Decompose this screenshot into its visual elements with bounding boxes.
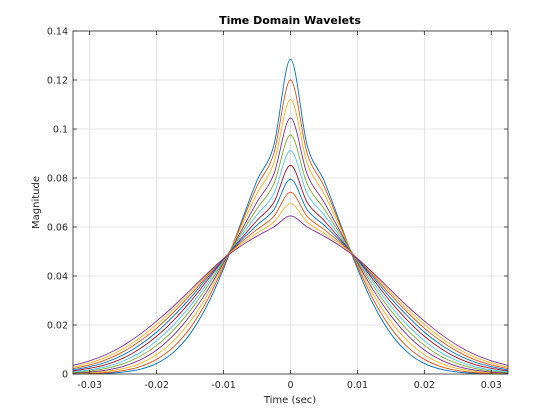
series-line-2 bbox=[72, 79, 509, 375]
series-line-11 bbox=[72, 215, 509, 366]
series-line-10 bbox=[72, 203, 509, 368]
y-tick-label: 0.14 bbox=[47, 27, 68, 38]
series-line-6 bbox=[72, 150, 509, 373]
x-axis-label: Time (sec) bbox=[263, 395, 316, 406]
series-line-7 bbox=[72, 164, 509, 372]
series-line-9 bbox=[72, 191, 509, 370]
y-axis-label: Magnitude bbox=[31, 176, 42, 229]
series-line-5 bbox=[72, 134, 509, 373]
y-tick-label: 0.04 bbox=[47, 272, 68, 283]
x-tick-label: -0.01 bbox=[211, 380, 236, 391]
y-tick-label: 0.02 bbox=[47, 321, 68, 332]
ticks: -0.03 -0.02 -0.01 0 0.01 0.02 0.03 0 0.02 0.04 0.0… bbox=[47, 27, 508, 391]
x-tick-label: 0.03 bbox=[481, 380, 502, 391]
x-tick-label: 0.01 bbox=[347, 380, 368, 391]
series-line-1 bbox=[72, 58, 509, 375]
y-tick-label: 0.06 bbox=[47, 223, 68, 234]
y-tick-label: 0.1 bbox=[53, 125, 68, 136]
x-tick-label: -0.02 bbox=[144, 380, 169, 391]
chart-title: Time Domain Wavelets bbox=[219, 14, 361, 27]
x-tick-label: -0.03 bbox=[77, 380, 102, 391]
series-group bbox=[72, 58, 509, 375]
y-tick-label: 0.12 bbox=[47, 76, 68, 87]
series-line-4 bbox=[72, 117, 509, 374]
series-line-3 bbox=[72, 99, 509, 374]
y-tick-label: 0 bbox=[62, 370, 68, 381]
x-tick-label: 0 bbox=[287, 380, 293, 391]
series-line-8 bbox=[72, 178, 509, 371]
y-tick-label: 0.08 bbox=[47, 174, 68, 185]
x-tick-label: 0.02 bbox=[414, 380, 435, 391]
